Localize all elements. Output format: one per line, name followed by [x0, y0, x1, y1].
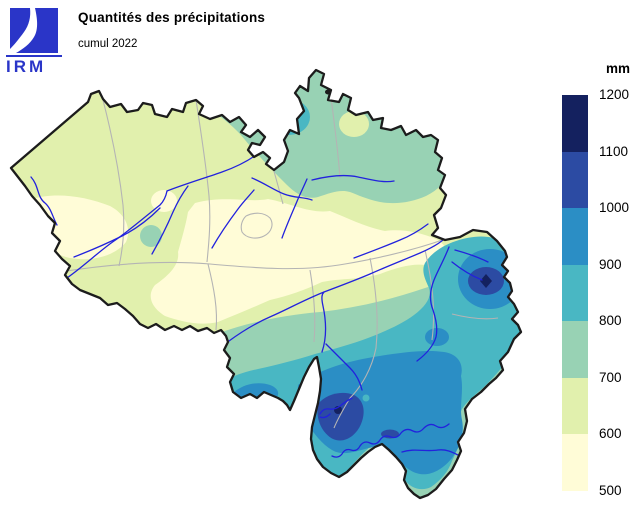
baarle-enclave [325, 89, 331, 95]
legend-stop-label: 900 [599, 256, 622, 272]
river-dender [151, 185, 189, 255]
legend-color-bar [562, 95, 588, 492]
river-senne [211, 189, 255, 249]
legend-band [562, 264, 588, 322]
legend-band [562, 208, 588, 265]
legend-band [562, 95, 588, 152]
river-semois [331, 423, 450, 458]
page-title: Quantités des précipitations [78, 10, 266, 25]
irm-logo-text: IRM [6, 57, 46, 76]
river-lesse [325, 343, 363, 391]
river-scheldt-upper [73, 207, 161, 258]
legend-band [562, 377, 588, 435]
fill-1100-1200-hautes-fagnes [480, 274, 492, 288]
legend-band [562, 434, 588, 492]
legend-unit: mm [606, 61, 631, 76]
river-ourthe [416, 246, 450, 362]
river-ambleve [451, 261, 483, 281]
river-semois-upper [319, 397, 353, 419]
legend-band [562, 321, 588, 378]
fill-900-1000-spot [425, 328, 449, 346]
fill-900-1000-south [297, 350, 463, 475]
river-demer [311, 174, 395, 183]
legend-stop-label: 1200 [599, 87, 630, 102]
river-yser [30, 176, 58, 226]
legend-band [562, 151, 588, 209]
river-vesdre [454, 249, 489, 263]
legend-stop-label: 1100 [599, 143, 629, 159]
river-dijle [281, 178, 308, 239]
fill-600-island-campine [339, 111, 369, 137]
river-mehaigne [353, 223, 429, 259]
page-subtitle: cumul 2022 [78, 38, 138, 50]
legend-stop-label: 1000 [599, 200, 630, 216]
fill-800-dot-semois [362, 394, 370, 402]
legend-stop-label: 800 [599, 313, 622, 329]
precipitation-fill-regions [11, 70, 521, 498]
fill-500-600-central [150, 199, 447, 324]
legend-stop-label: 600 [599, 426, 622, 442]
river-leie [63, 190, 168, 281]
river-sure [401, 449, 459, 456]
legend-stop-label: 700 [599, 369, 622, 385]
fill-700-dot-west [140, 225, 162, 247]
irm-logo: IRM [6, 8, 62, 76]
river-nete [251, 177, 313, 201]
irm-logo-emblem [6, 8, 62, 57]
river-sambre [228, 291, 325, 342]
legend-stop-label: 500 [599, 483, 622, 498]
fill-1000-1100-bouillon [317, 392, 364, 441]
